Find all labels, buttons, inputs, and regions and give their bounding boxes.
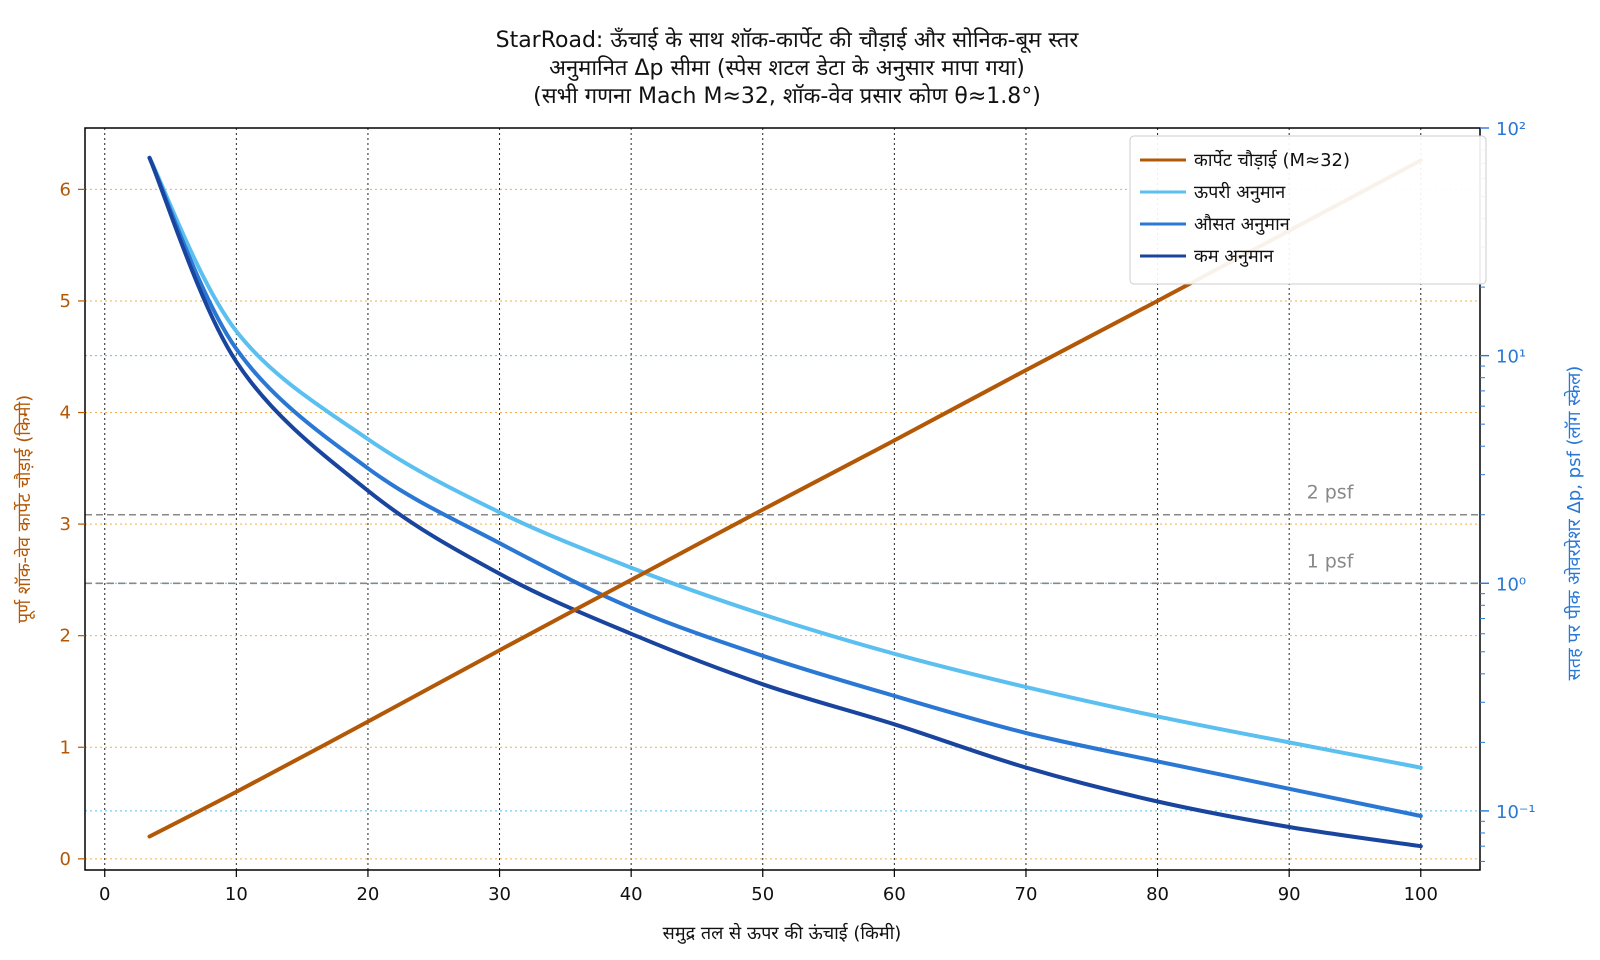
left-tick-label: 4 <box>60 403 71 424</box>
x-tick-label: 40 <box>620 884 643 905</box>
x-tick-label: 100 <box>1404 884 1438 905</box>
left-axis-ticks: 0 1 2 3 4 5 6 <box>60 179 85 870</box>
series-line-mean <box>147 155 1423 818</box>
legend-label-width: कार्पेट चौड़ाई (M≈32) <box>1194 149 1350 171</box>
right-axis-ticks: 10⁻¹ 10⁰ 10¹ 10² <box>1480 119 1536 862</box>
series-line-upper <box>147 155 1423 770</box>
right-tick-label: 10¹ <box>1496 347 1526 368</box>
legend-box <box>1129 135 1487 285</box>
left-tick-label: 2 <box>60 626 71 647</box>
plot-frame <box>84 127 1481 871</box>
x-tick-label: 0 <box>99 884 110 905</box>
grid <box>85 127 1480 870</box>
x-axis-label: समुद्र तल से ऊपर की ऊंचाई (किमी) <box>663 922 902 944</box>
x-axis-ticks: 0 10 20 30 40 50 60 70 80 90 100 <box>99 870 1438 905</box>
x-tick-label: 10 <box>225 884 248 905</box>
title-line-2: अनुमानित Δp सीमा (स्पेस शटल डेटा के अनुस… <box>549 55 1025 81</box>
reference-line-label: 2 psf <box>1307 482 1355 504</box>
title-line-1: StarRoad: ऊँचाई के साथ शॉक-कार्पेट की चौ… <box>496 27 1080 54</box>
chart-title: StarRoad: ऊँचाई के साथ शॉक-कार्पेट की चौ… <box>496 27 1080 109</box>
legend: कार्पेट चौड़ाई (M≈32) ऊपरी अनुमान औसत अन… <box>1129 135 1487 285</box>
x-tick-label: 60 <box>883 884 906 905</box>
x-tick-label: 90 <box>1278 884 1301 905</box>
left-tick-label: 3 <box>60 514 71 535</box>
reference-line-label: 1 psf <box>1307 550 1355 572</box>
x-tick-label: 50 <box>751 884 774 905</box>
legend-label-low: कम अनुमान <box>1194 246 1274 267</box>
left-tick-label: 1 <box>60 737 71 758</box>
left-tick-label: 0 <box>60 849 71 870</box>
x-tick-label: 20 <box>356 884 379 905</box>
x-tick-label: 30 <box>488 884 511 905</box>
legend-label-upper: ऊपरी अनुमान <box>1194 181 1286 203</box>
right-tick-label: 10⁰ <box>1496 574 1526 595</box>
right-tick-label: 10⁻¹ <box>1496 802 1536 823</box>
left-axis-label: पूर्ण शॉक-वेव कार्पेट चौड़ाई (किमी) <box>13 395 35 623</box>
left-tick-label: 5 <box>60 291 71 312</box>
title-line-3: (सभी गणना Mach M≈32, शॉक-वेव प्रसार कोण … <box>533 83 1041 109</box>
legend-label-mean: औसत अनुमान <box>1194 213 1291 235</box>
reference-lines: 2 psf 1 psf <box>85 482 1480 585</box>
right-axis-label: सतह पर पीक ओवरप्रेशर Δp, psf (लॉग स्केल) <box>1563 366 1585 681</box>
left-tick-label: 6 <box>60 179 71 200</box>
right-tick-label: 10² <box>1496 119 1526 140</box>
x-tick-label: 80 <box>1146 884 1169 905</box>
series-line-low <box>147 155 1423 849</box>
x-tick-label: 70 <box>1015 884 1038 905</box>
